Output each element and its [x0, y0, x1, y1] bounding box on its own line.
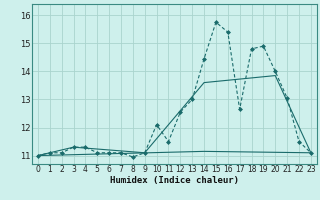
- X-axis label: Humidex (Indice chaleur): Humidex (Indice chaleur): [110, 176, 239, 185]
